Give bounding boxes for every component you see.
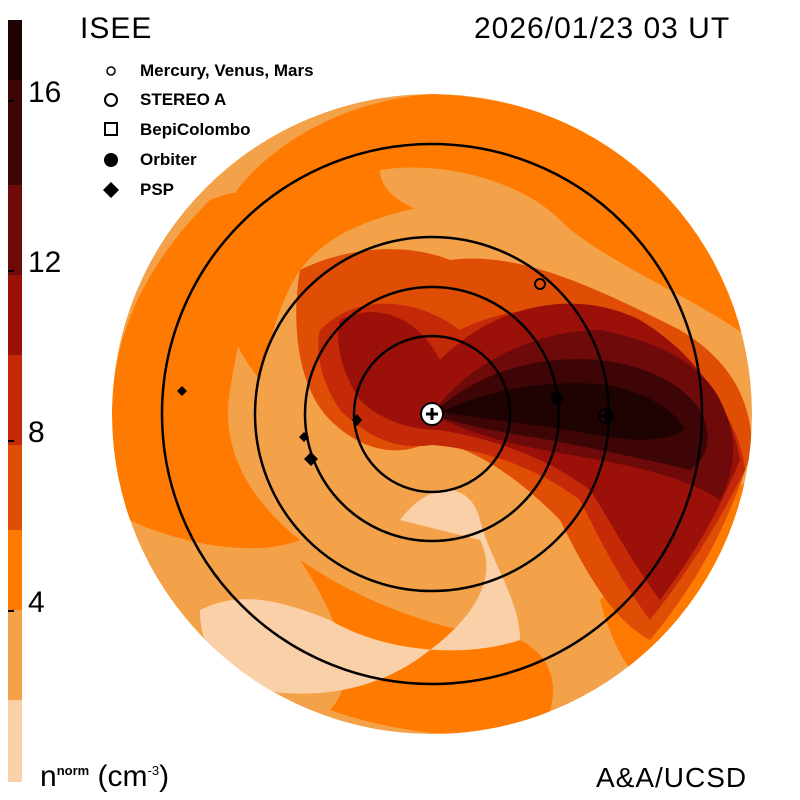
tick-16: 16 <box>28 76 62 109</box>
density-superscript: norm <box>56 763 90 778</box>
orbit-venus <box>303 285 561 543</box>
org-label: ISEE <box>80 12 153 45</box>
mercury-diamond <box>352 414 362 426</box>
density-symbol: n <box>40 760 57 793</box>
legend-mercury-venus-mars: Mercury, Venus, Mars <box>140 61 314 80</box>
square-icon <box>104 122 118 136</box>
legend-orbiter: Orbiter <box>140 150 197 169</box>
tick-4: 4 <box>28 586 45 619</box>
small-circle-icon <box>106 66 116 76</box>
markers <box>177 278 614 466</box>
orbit-earth <box>253 235 611 593</box>
legend-stereo-a: STEREO A <box>140 90 227 109</box>
psp-marker <box>304 452 318 466</box>
orbiter-marker <box>551 392 563 404</box>
colorbar <box>8 20 22 782</box>
unit-label: (cm <box>97 760 148 793</box>
mars-marker <box>534 278 546 290</box>
orbits <box>160 142 704 686</box>
filled-circle-icon <box>104 153 118 167</box>
diamond-icon <box>103 182 119 198</box>
legend-bepicolombo: BepiColombo <box>140 120 251 139</box>
tick-12: 12 <box>28 246 62 279</box>
credit-label: A&A/UCSD <box>596 762 748 793</box>
unit-close: ) <box>159 760 170 793</box>
circle-icon <box>104 93 118 107</box>
unit-superscript: -3 <box>147 763 160 778</box>
legend-icons <box>103 66 119 198</box>
orbit-mars <box>160 142 704 686</box>
earth-cross-icon <box>599 409 613 423</box>
colorbar-label: nnorm (cm-3) <box>40 760 169 794</box>
outer-diamond <box>177 386 187 396</box>
legend-psp: PSP <box>140 180 175 199</box>
venus-diamond <box>299 432 309 442</box>
density-map <box>112 94 752 734</box>
timestamp: 2026/01/23 03 UT <box>474 12 731 45</box>
tick-8: 8 <box>28 416 45 449</box>
sun-plus-icon <box>426 408 438 420</box>
orbit-mercury <box>352 334 512 494</box>
